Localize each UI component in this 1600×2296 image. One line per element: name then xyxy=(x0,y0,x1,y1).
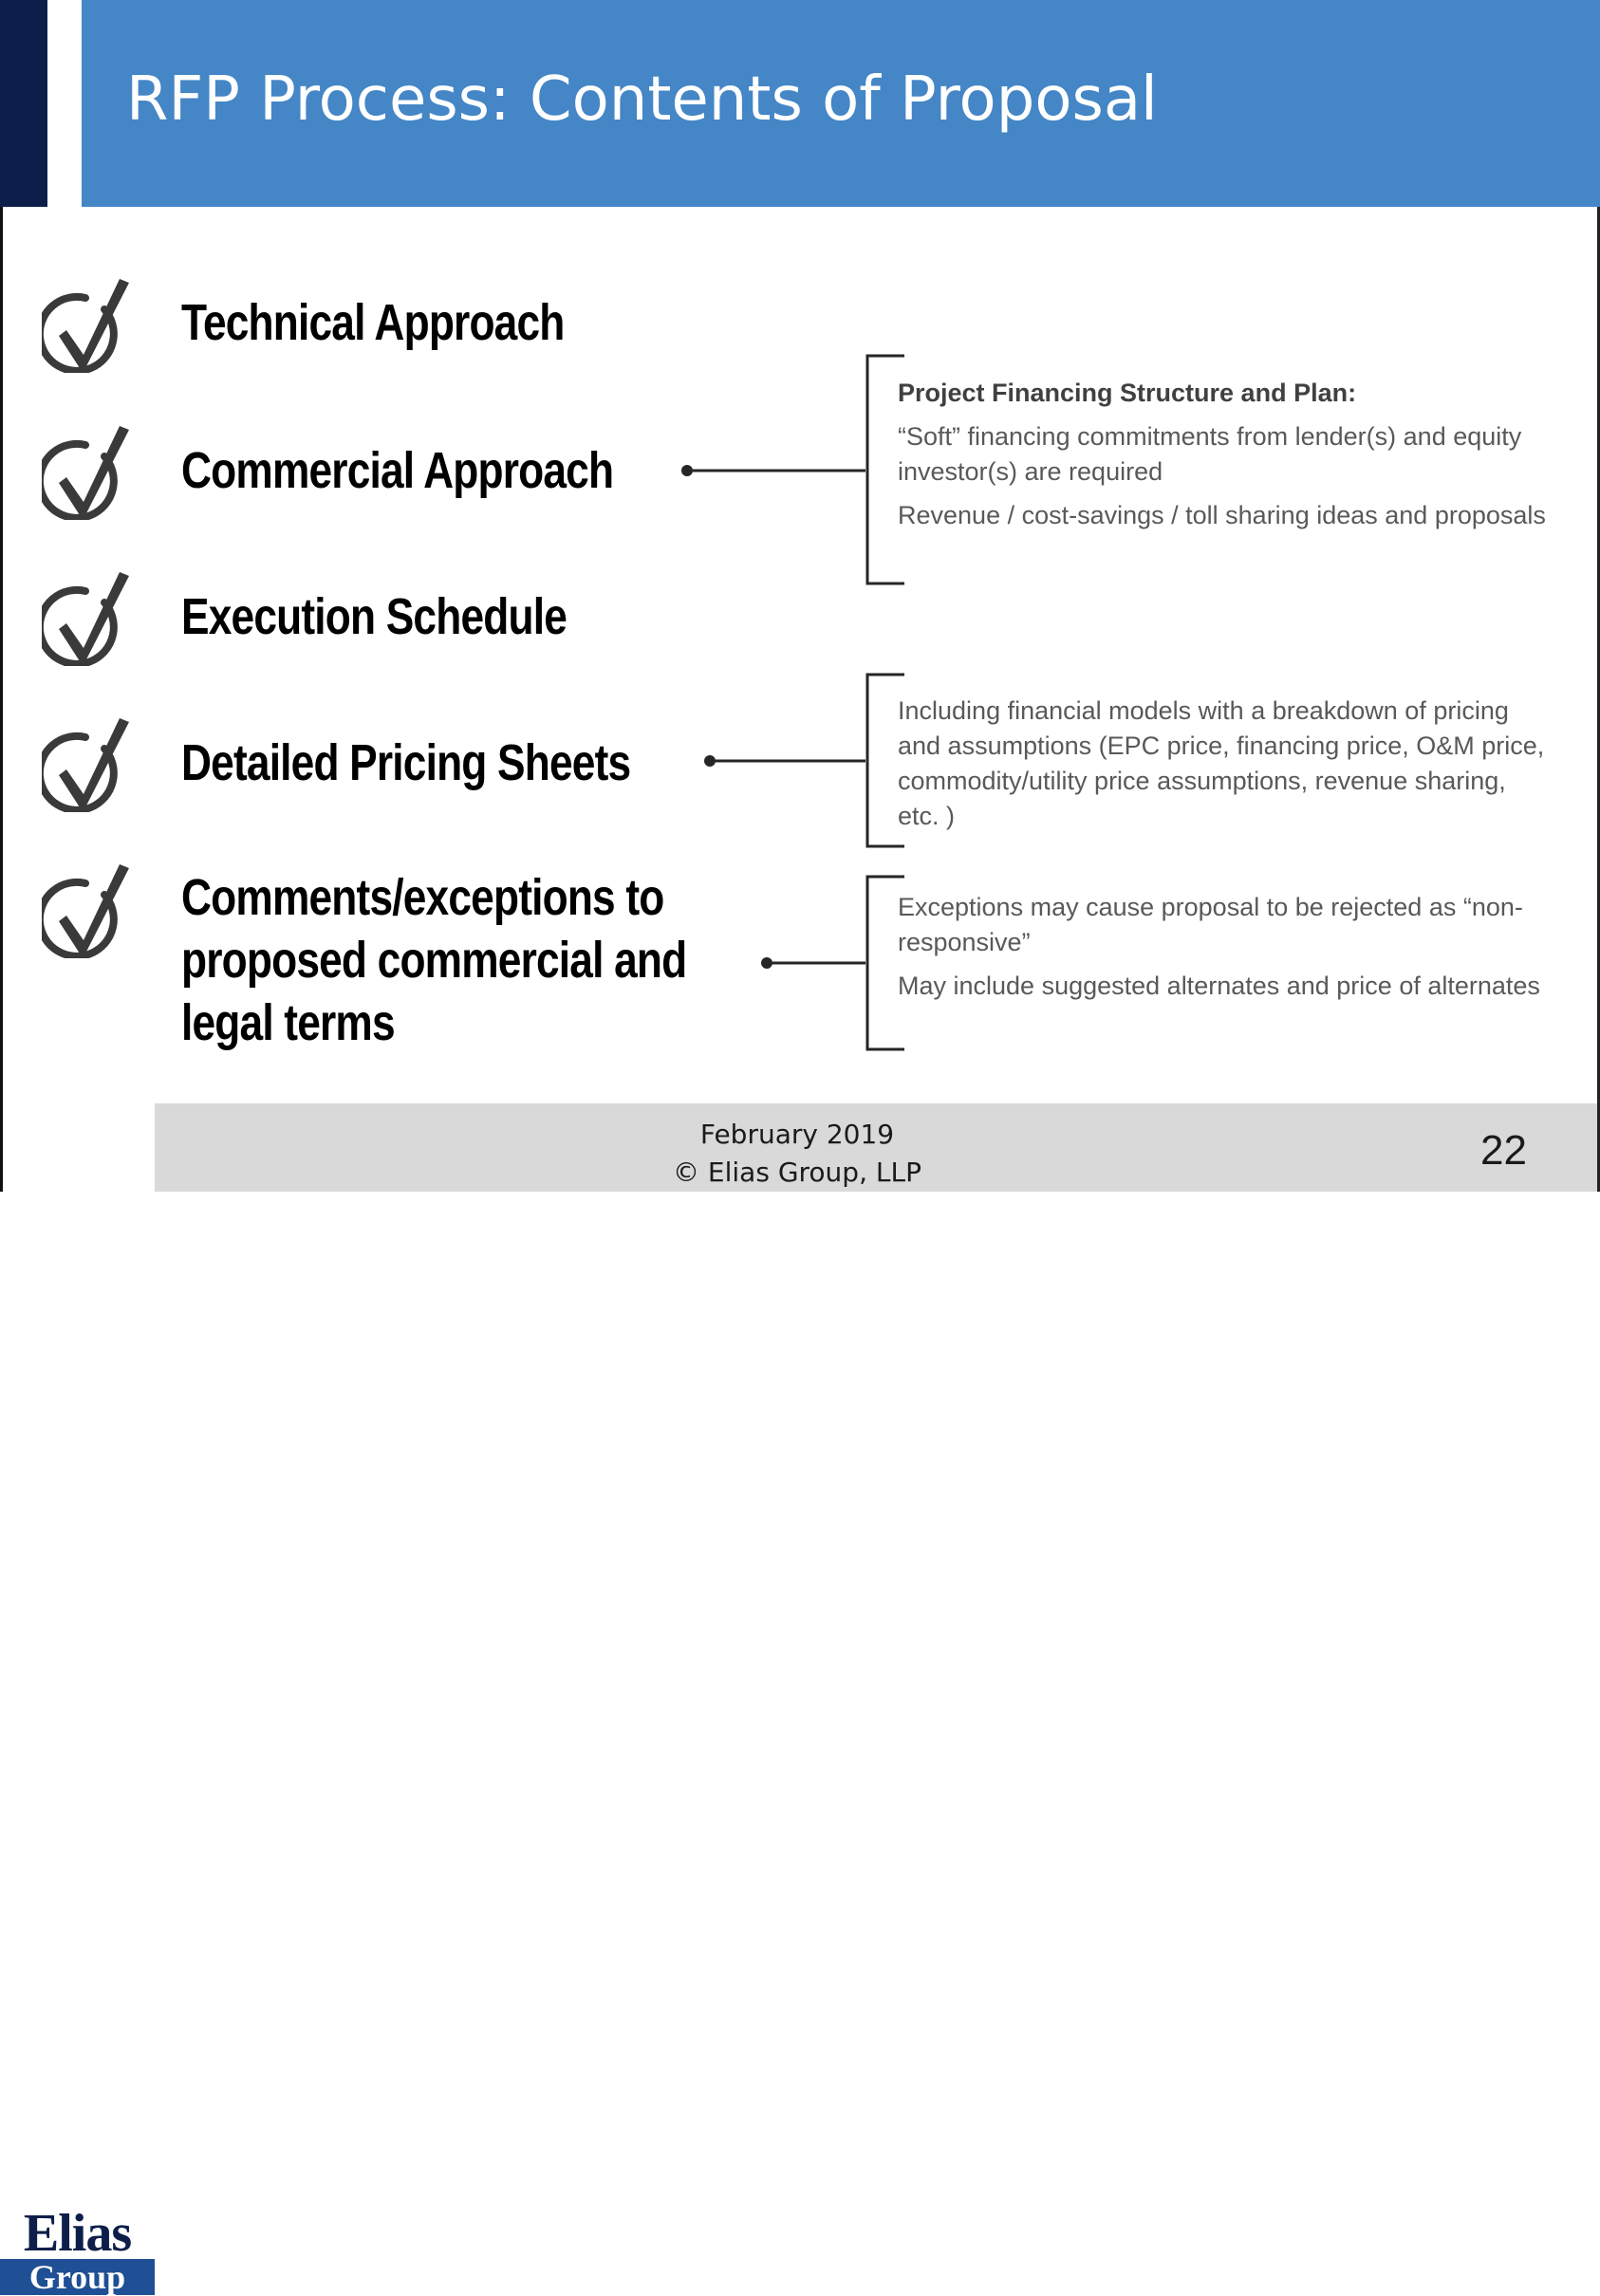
check-circle-icon xyxy=(42,279,129,373)
item-comments-exceptions: Comments/exceptions to proposed commerci… xyxy=(181,866,687,1054)
bullet-dot-pricing xyxy=(704,755,716,767)
callout-pricing: Including financial models with a breakd… xyxy=(898,694,1553,842)
item-commercial-approach: Commercial Approach xyxy=(181,442,614,499)
callout-financing-text-1: “Soft” financing commitments from lender… xyxy=(898,422,1522,486)
logo-text-top: Elias xyxy=(23,2204,132,2263)
footer-text: February 2019 © Elias Group, LLP xyxy=(664,1116,930,1192)
footer-date: February 2019 xyxy=(699,1119,895,1150)
check-circle-icon xyxy=(42,572,129,666)
elias-group-logo: Elias Group xyxy=(0,1103,155,2295)
callout-financing-heading: Project Financing Structure and Plan: xyxy=(898,379,1357,407)
check-circle-icon xyxy=(42,426,129,520)
callout-pricing-text: Including financial models with a breakd… xyxy=(898,696,1545,830)
callout-exceptions: Exceptions may cause proposal to be reje… xyxy=(898,890,1553,1012)
check-circle-icon xyxy=(42,718,129,812)
item-execution-schedule: Execution Schedule xyxy=(181,588,567,645)
item-detailed-pricing-sheets: Detailed Pricing Sheets xyxy=(181,734,631,791)
accent-bar xyxy=(0,0,47,207)
page-number: 22 xyxy=(1480,1127,1527,1174)
callout-exceptions-text-2: May include suggested alternates and pri… xyxy=(898,972,1540,1000)
item-comments-line-2: proposed commercial and xyxy=(181,932,687,989)
item-comments-line-3: legal terms xyxy=(181,994,396,1051)
footer-copyright: © Elias Group, LLP xyxy=(673,1157,921,1188)
title-band xyxy=(82,0,1600,207)
callout-financing: Project Financing Structure and Plan: “S… xyxy=(898,376,1553,542)
callout-exceptions-text-1: Exceptions may cause proposal to be reje… xyxy=(898,893,1523,956)
slide-right-edge xyxy=(1597,0,1600,1192)
bullet-dot-comments xyxy=(761,957,772,969)
slide-left-edge xyxy=(0,0,3,1192)
item-comments-line-1: Comments/exceptions to xyxy=(181,869,664,926)
item-technical-approach: Technical Approach xyxy=(181,294,565,351)
logo-text-bottom: Group xyxy=(0,2259,155,2295)
callout-financing-text-2: Revenue / cost-savings / toll sharing id… xyxy=(898,501,1546,529)
footer-band xyxy=(155,1103,1597,1192)
slide-title: RFP Process: Contents of Proposal xyxy=(126,65,1158,135)
check-circle-icon xyxy=(42,864,129,958)
bullet-dot-commercial xyxy=(681,465,693,476)
